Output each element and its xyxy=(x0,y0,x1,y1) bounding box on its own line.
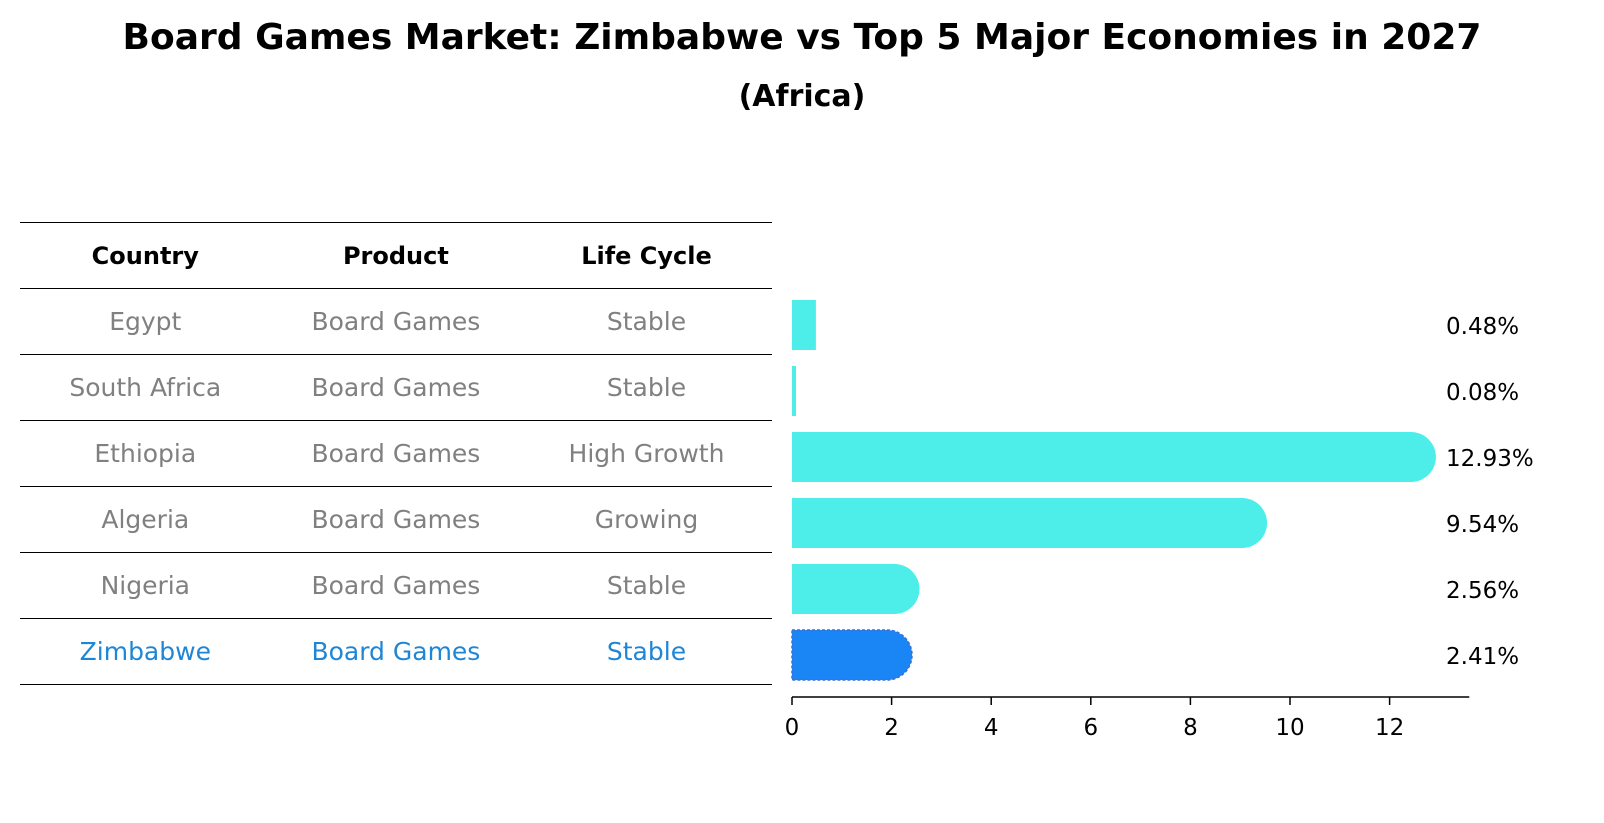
country-cell: Ethiopia xyxy=(94,439,197,468)
bar-zimbabwe xyxy=(791,629,913,681)
bar-egypt xyxy=(792,300,816,350)
value-label: 12.93% xyxy=(1446,446,1534,472)
country-cell: Zimbabwe xyxy=(79,637,211,666)
table-header-row: Country Product Life Cycle xyxy=(20,222,772,288)
value-label: 9.54% xyxy=(1446,512,1519,538)
value-label: 2.56% xyxy=(1446,578,1519,604)
product-cell: Board Games xyxy=(311,505,481,534)
x-tick-label: 8 xyxy=(1183,715,1198,741)
country-table: Country Product Life Cycle Egypt Board G… xyxy=(20,222,772,685)
life-cycle-cell: Stable xyxy=(606,571,687,600)
life-cycle-cell: High Growth xyxy=(568,439,725,468)
table-row-highlight: Zimbabwe Board Games Stable xyxy=(20,618,772,685)
country-cell: Nigeria xyxy=(100,571,191,600)
life-cycle-cell: Growing xyxy=(594,505,699,534)
country-cell: South Africa xyxy=(69,373,222,402)
value-label: 0.08% xyxy=(1446,380,1519,406)
table-row: Egypt Board Games Stable xyxy=(20,288,772,354)
table-row: Algeria Board Games Growing xyxy=(20,486,772,552)
table-row: Nigeria Board Games Stable xyxy=(20,552,772,618)
product-cell: Board Games xyxy=(311,439,481,468)
x-tick-label: 12 xyxy=(1375,715,1404,741)
country-cell: Egypt xyxy=(109,307,182,336)
value-label: 2.41% xyxy=(1446,644,1519,670)
chart-title: Board Games Market: Zimbabwe vs Top 5 Ma… xyxy=(122,17,1482,58)
bar-chart: 0.48% 0.08% 12.93% 9.54% 2.56% 2.41% 0 2 4 6 8 10 12 xyxy=(785,300,1534,741)
x-tick-label: 0 xyxy=(785,715,800,741)
chart-subtitle: (Africa) xyxy=(738,79,866,114)
bar-nigeria xyxy=(792,564,920,614)
x-tick-label: 2 xyxy=(884,715,899,741)
bar-south-africa xyxy=(792,366,796,416)
table-row: Ethiopia Board Games High Growth xyxy=(20,420,772,486)
country-cell: Algeria xyxy=(101,505,190,534)
life-cycle-cell: Stable xyxy=(606,373,687,402)
x-tick-label: 6 xyxy=(1083,715,1098,741)
x-tick-label: 10 xyxy=(1275,715,1304,741)
table-row: South Africa Board Games Stable xyxy=(20,354,772,420)
header-country: Country xyxy=(91,241,199,270)
life-cycle-cell: Stable xyxy=(606,637,687,666)
header-product: Product xyxy=(342,241,449,270)
product-cell: Board Games xyxy=(311,571,481,600)
product-cell: Board Games xyxy=(311,307,481,336)
bar-algeria xyxy=(792,498,1268,548)
value-label: 0.48% xyxy=(1446,314,1519,340)
x-tick-label: 4 xyxy=(984,715,999,741)
life-cycle-cell: Stable xyxy=(606,307,687,336)
bar-ethiopia xyxy=(792,432,1436,482)
header-life-cycle: Life Cycle xyxy=(581,241,712,270)
product-cell: Board Games xyxy=(311,637,481,666)
product-cell: Board Games xyxy=(311,373,481,402)
